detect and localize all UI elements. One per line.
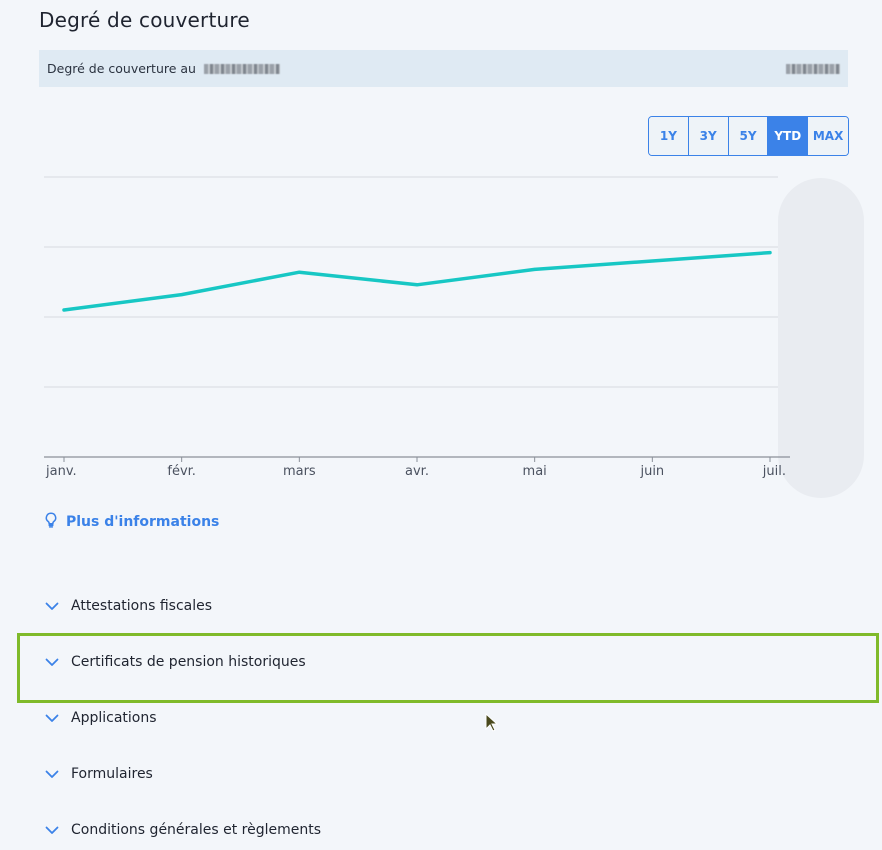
redacted-date	[203, 63, 280, 74]
accordion-item-conditions-generales[interactable]: Conditions générales et règlements	[0, 802, 882, 850]
chart-data-point[interactable]	[62, 308, 66, 312]
chart-x-tick-label: mars	[283, 464, 316, 479]
chart-x-tick-label: janv.	[45, 464, 77, 479]
chevron-down-icon	[44, 710, 60, 726]
documents-accordion: Attestations fiscales Certificats de pen…	[0, 578, 882, 850]
accordion-item-formulaires[interactable]: Formulaires	[0, 746, 882, 802]
accordion-item-certificats-pension[interactable]: Certificats de pension historiques	[0, 634, 882, 690]
time-range-selector: 1Y 3Y 5Y YTD MAX	[648, 116, 849, 156]
accordion-item-label: Certificats de pension historiques	[71, 654, 306, 670]
coverage-chart: janv. févr. mars avr. mai juin juil.	[0, 160, 882, 490]
accordion-item-label: Formulaires	[71, 766, 153, 782]
accordion-item-label: Attestations fiscales	[71, 598, 213, 614]
chart-x-tick-label: juil.	[762, 464, 786, 479]
range-button-max[interactable]: MAX	[808, 117, 848, 155]
chart-x-tick-label: juin	[639, 464, 664, 479]
coverage-date-label: Degré de couverture au	[47, 61, 196, 76]
chevron-down-icon	[44, 598, 60, 614]
chevron-down-icon	[44, 766, 60, 782]
chart-x-tick-label: févr.	[167, 464, 196, 479]
accordion-item-label: Applications	[71, 710, 157, 726]
chevron-down-icon	[44, 654, 60, 670]
chart-data-point[interactable]	[533, 267, 537, 271]
more-info-label: Plus d'informations	[66, 514, 220, 530]
lightbulb-icon	[44, 512, 58, 532]
accordion-item-attestations-fiscales[interactable]: Attestations fiscales	[0, 578, 882, 634]
mouse-cursor-icon	[485, 712, 499, 737]
chart-data-point[interactable]	[297, 270, 301, 274]
accordion-item-label: Conditions générales et règlements	[71, 822, 322, 838]
chart-series-line	[62, 250, 772, 312]
coverage-info-left: Degré de couverture au	[47, 61, 280, 76]
range-button-3y[interactable]: 3Y	[688, 117, 729, 155]
accordion-item-applications[interactable]: Applications	[0, 690, 882, 746]
page-title: Degré de couverture	[39, 8, 250, 32]
chevron-down-icon	[44, 822, 60, 838]
chart-data-point[interactable]	[415, 283, 419, 287]
coverage-info-bar: Degré de couverture au	[39, 50, 848, 87]
range-button-ytd[interactable]: YTD	[768, 117, 809, 155]
chart-data-point[interactable]	[650, 259, 654, 263]
range-button-5y[interactable]: 5Y	[728, 117, 769, 155]
range-button-1y[interactable]: 1Y	[649, 117, 689, 155]
chart-x-tick-label: mai	[523, 464, 547, 479]
chart-svg: janv. févr. mars avr. mai juin juil.	[44, 176, 790, 479]
more-info-link[interactable]: Plus d'informations	[44, 512, 219, 532]
redacted-value	[786, 63, 840, 74]
chart-tooltip-shadow	[778, 178, 864, 498]
chart-x-tick-label: avr.	[405, 464, 429, 479]
chart-data-point[interactable]	[180, 293, 184, 297]
chart-data-point[interactable]	[768, 251, 772, 255]
